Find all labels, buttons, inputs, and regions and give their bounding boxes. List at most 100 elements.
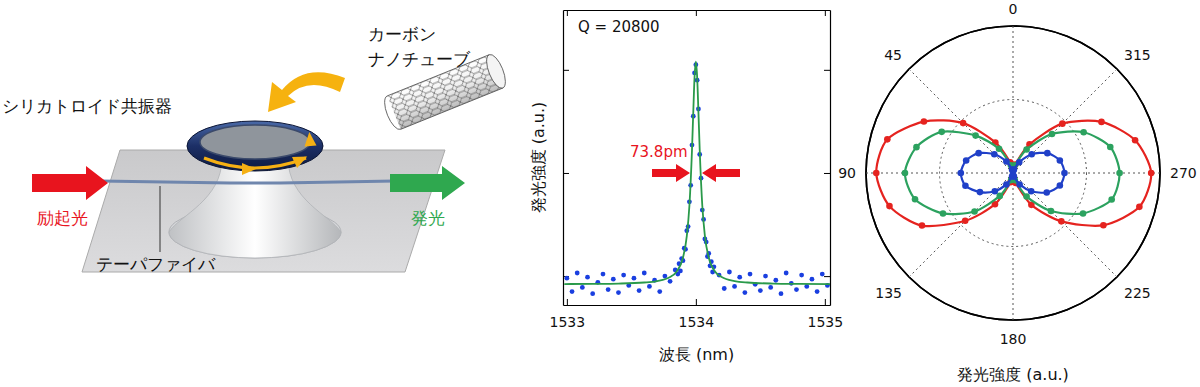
tick-mark xyxy=(825,10,826,16)
polar-point xyxy=(1116,170,1123,177)
tick-mark xyxy=(825,299,826,305)
data-point xyxy=(758,288,763,293)
data-point xyxy=(616,290,621,295)
nanotube-label: カーボン xyxy=(368,24,436,44)
polar-point xyxy=(938,129,945,136)
polar-point xyxy=(1057,157,1064,164)
axis-line xyxy=(563,11,564,306)
polar-axis-line xyxy=(866,26,1160,320)
nanotube-end xyxy=(483,52,509,91)
data-point xyxy=(611,277,616,282)
axis-line xyxy=(564,10,831,11)
polar-point xyxy=(991,151,998,158)
polar-point xyxy=(992,188,999,195)
tick xyxy=(824,276,830,277)
grid-spoke xyxy=(909,69,1013,173)
polar-point xyxy=(886,203,893,210)
tick xyxy=(567,10,568,16)
data-point xyxy=(732,284,737,289)
annotation: 73.8pm xyxy=(630,143,688,161)
data-point xyxy=(657,289,662,294)
angle-label: 0 xyxy=(1009,1,1018,17)
nanotube-label: ナノチューブ xyxy=(368,49,471,69)
data-point xyxy=(794,287,799,292)
data-point xyxy=(621,273,626,278)
data-point xyxy=(606,287,611,292)
tick-label: 1534 xyxy=(679,314,715,330)
data-point xyxy=(820,272,825,277)
data-point xyxy=(815,289,820,294)
polar-point xyxy=(972,132,979,139)
grid-spoke xyxy=(1013,173,1014,320)
figure: カーボンナノチューブシリカトロイド共振器励起光 発光テーパファイバ 1533 1534… xyxy=(0,0,1200,387)
width-arrow xyxy=(702,164,740,182)
polar-point xyxy=(1043,189,1050,196)
tick-mark xyxy=(824,173,830,174)
tick: 1534 xyxy=(679,299,715,330)
tick xyxy=(563,70,569,71)
excitation-arrow xyxy=(32,166,108,200)
resonator-label: シリカトロイド共振器 xyxy=(2,96,172,116)
polar-line xyxy=(876,120,1151,226)
polar-point xyxy=(1044,150,1051,157)
polar-point xyxy=(1132,137,1139,144)
polar-point xyxy=(1003,158,1010,165)
angle-label: 135 xyxy=(875,285,902,301)
polar-chart: 04590135180225270315 xyxy=(838,1,1197,347)
data-point xyxy=(748,272,753,277)
tapered-fiber xyxy=(100,181,395,183)
grid-spoke xyxy=(866,173,1013,174)
plot-area xyxy=(564,62,830,296)
axis xyxy=(563,11,569,306)
data-point xyxy=(773,278,778,283)
polar-point xyxy=(1011,173,1018,180)
data-point xyxy=(779,291,784,296)
polar-point xyxy=(1107,144,1114,151)
angle-label: 270 xyxy=(1170,165,1197,181)
axis xyxy=(824,11,831,306)
polar-point xyxy=(1016,181,1023,188)
angle-label: 225 xyxy=(1124,285,1151,301)
data-point xyxy=(799,273,804,278)
angle-label: 315 xyxy=(1124,47,1151,63)
polar-point xyxy=(1048,208,1055,215)
data-point xyxy=(637,288,642,293)
axis: 153315341535 xyxy=(550,299,844,330)
tick-mark xyxy=(824,70,830,71)
data-point xyxy=(727,270,732,275)
tick: 1533 xyxy=(550,299,586,330)
polar-point xyxy=(940,210,947,217)
data-point xyxy=(647,284,652,289)
circulating-arrowhead xyxy=(292,151,310,168)
polar-point xyxy=(996,193,1003,200)
polar-point xyxy=(975,150,982,157)
spectrum-chart: 153315341535Q = 2080073.8pm波長 (nm)発光強度 (… xyxy=(529,10,843,364)
polar-point xyxy=(919,222,926,229)
polar-point xyxy=(1098,119,1105,126)
toroid-ring xyxy=(187,121,323,171)
grid-spoke xyxy=(1013,69,1117,173)
polar-point xyxy=(1028,151,1035,158)
data-point xyxy=(768,285,773,290)
data-point xyxy=(580,285,585,290)
polar-point xyxy=(977,189,984,196)
tick xyxy=(824,173,830,174)
data-point xyxy=(742,290,747,295)
polar-point xyxy=(1136,204,1143,211)
polar-point xyxy=(1049,131,1056,138)
data-point xyxy=(570,289,575,294)
y-axis-title: 発光強度 (a.u.) xyxy=(529,102,548,214)
fiber-label: テーパファイバ xyxy=(96,254,216,274)
polar-point xyxy=(884,136,891,143)
polar-point xyxy=(962,182,969,189)
excitation-label: 励起光 xyxy=(37,208,88,228)
data-point xyxy=(722,286,727,291)
emission-label: 発光 xyxy=(411,208,445,228)
polar-point xyxy=(958,170,965,177)
tick xyxy=(696,10,697,16)
polar-point xyxy=(996,146,1003,153)
polar-point xyxy=(873,170,880,177)
tick-mark xyxy=(563,70,569,71)
polar-line xyxy=(961,153,1065,193)
data-point xyxy=(632,276,637,281)
